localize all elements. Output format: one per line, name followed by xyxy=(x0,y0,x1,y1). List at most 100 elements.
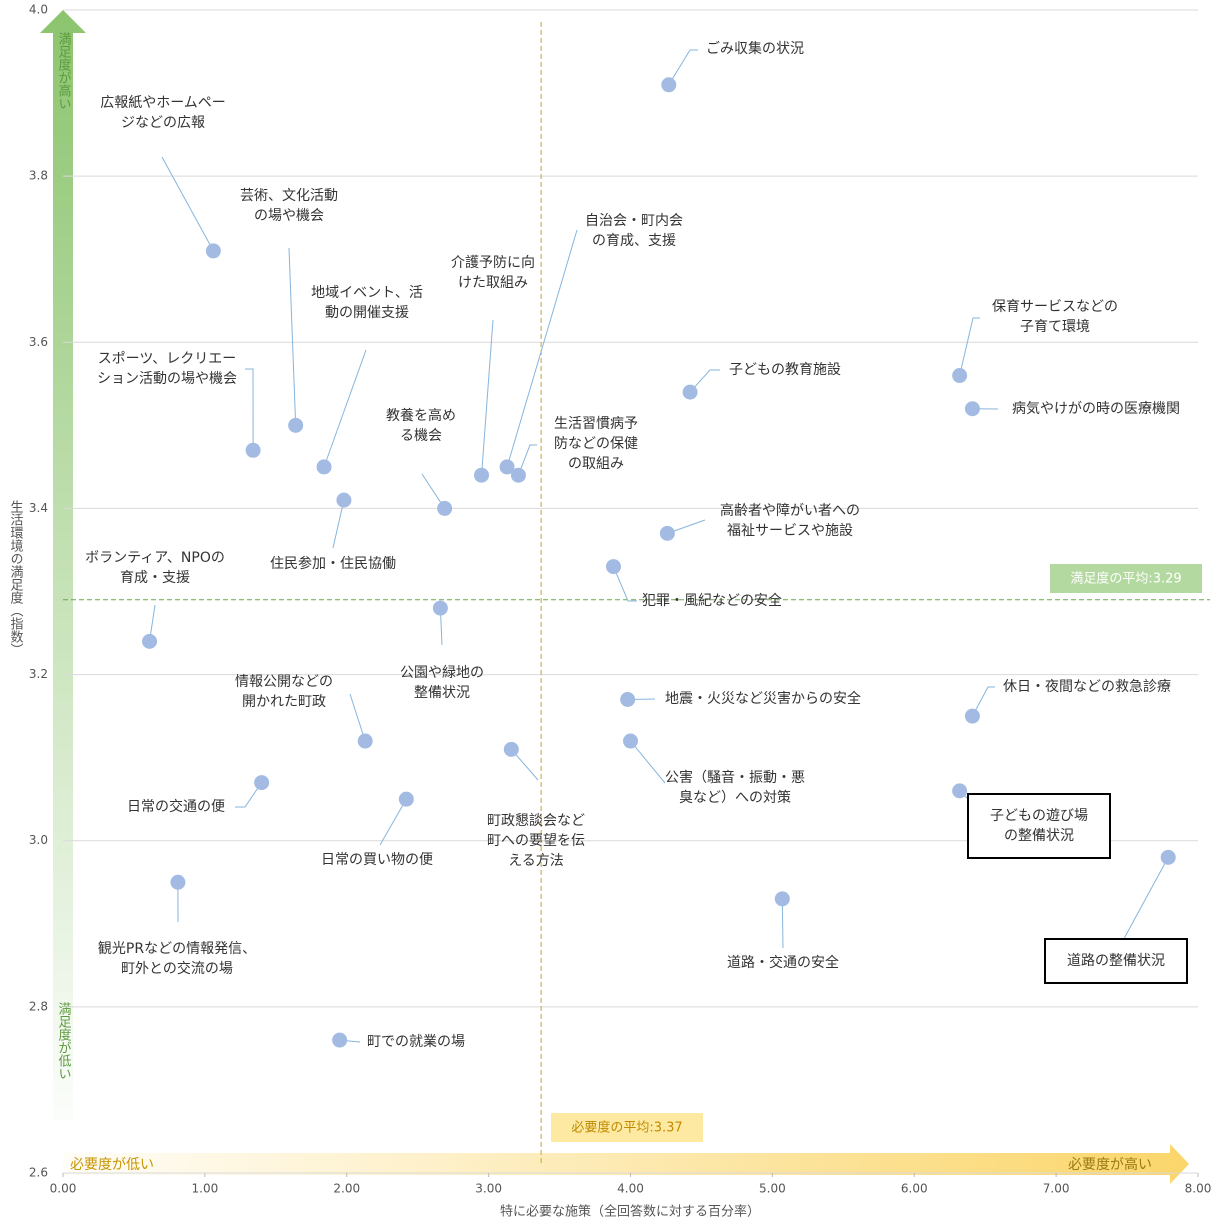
point xyxy=(1161,850,1176,865)
point xyxy=(332,1033,347,1048)
point-label: の場や機会 xyxy=(254,208,324,224)
y-tick-label: 3.2 xyxy=(29,667,48,681)
point-label: 公園や緑地の xyxy=(400,665,484,681)
point-label: 休日・夜間などの救急診療 xyxy=(1003,678,1171,695)
point xyxy=(433,601,448,616)
point-label: 町での就業の場 xyxy=(367,1034,465,1050)
y-tick-label: 3.8 xyxy=(29,169,48,183)
x-tick-label: 2.00 xyxy=(333,1182,360,1196)
point xyxy=(358,734,373,749)
x-tick-label: 5.00 xyxy=(759,1182,786,1196)
leader-line xyxy=(1120,857,1168,946)
x-tick-label: 3.00 xyxy=(475,1182,502,1196)
x-tick-label: 6.00 xyxy=(901,1182,928,1196)
point-label: 育成・支援 xyxy=(120,570,190,586)
point xyxy=(965,401,980,416)
leader-line xyxy=(482,320,493,475)
x-tick-label: 0.00 xyxy=(50,1182,77,1196)
point-label: 子育て環境 xyxy=(1020,319,1090,335)
point-label: 道路・交通の安全 xyxy=(727,954,839,971)
point-label: える方法 xyxy=(508,853,564,869)
point-label: 福祉サービスや施設 xyxy=(727,523,853,539)
point-label: 公害（騒音・振動・悪 xyxy=(665,769,805,786)
point-label: 観光PRなどの情報発信、 xyxy=(98,940,256,957)
point-label: る機会 xyxy=(400,428,442,444)
point-label: 町政懇談会など xyxy=(487,812,585,829)
y-high-label: 満足度が高い xyxy=(56,32,72,110)
y-low-label: 満足度が低い xyxy=(56,1002,72,1080)
point-label: の取組み xyxy=(568,456,624,472)
point xyxy=(336,493,351,508)
leader-line xyxy=(960,318,980,376)
point-label: 住民参加・住民協働 xyxy=(270,555,396,572)
point-label: 日常の買い物の便 xyxy=(321,852,433,868)
y-tick-label: 3.0 xyxy=(29,833,48,847)
highlight-box xyxy=(968,794,1110,858)
point-label: 開かれた町政 xyxy=(242,694,326,710)
point-label: 自治会・町内会 xyxy=(585,213,683,229)
point xyxy=(775,891,790,906)
point-label: の育成、支援 xyxy=(592,233,676,249)
x-tick-label: 8.00 xyxy=(1185,1182,1212,1196)
point xyxy=(683,385,698,400)
point xyxy=(620,692,635,707)
y-tick-label: 2.8 xyxy=(29,999,48,1013)
point-label: 情報公開などの xyxy=(235,674,333,690)
y-tick-label: 2.6 xyxy=(29,1166,48,1180)
point-label: 臭など）への対策 xyxy=(679,789,791,806)
leader-line xyxy=(289,248,296,425)
point-label: ジなどの広報 xyxy=(121,115,205,131)
x-tick-label: 1.00 xyxy=(192,1182,219,1196)
point xyxy=(254,775,269,790)
point-label: 整備状況 xyxy=(414,685,470,701)
point-label: 犯罪・風紀などの安全 xyxy=(642,592,782,609)
point-label: 芸術、文化活動 xyxy=(240,188,338,204)
x-mean-label: 必要度の平均:3.37 xyxy=(571,1120,682,1136)
point xyxy=(246,443,261,458)
point xyxy=(170,875,185,890)
x-tick-label: 4.00 xyxy=(617,1182,644,1196)
point xyxy=(399,792,414,807)
point-label: 防などの保健 xyxy=(554,436,638,452)
point-label: 教養を高め xyxy=(386,407,456,424)
point-label: 道路の整備状況 xyxy=(1067,953,1165,969)
point xyxy=(288,418,303,433)
point-label: けた取組み xyxy=(458,275,528,291)
point-label: ボランティア、NPOの xyxy=(85,550,225,566)
point xyxy=(317,459,332,474)
point xyxy=(660,526,675,541)
point-label: 生活習慣病予 xyxy=(554,415,638,432)
point xyxy=(606,559,621,574)
point-label: 地域イベント、活 xyxy=(311,285,423,301)
y-axis-title: 生活環境の満足度（指数） xyxy=(8,500,24,656)
point xyxy=(952,368,967,383)
point-label: 子どもの遊び場 xyxy=(990,808,1088,824)
y-mean-label: 満足度の平均:3.29 xyxy=(1070,571,1181,587)
point-label: ション活動の場や機会 xyxy=(97,371,237,387)
y-tick-label: 4.0 xyxy=(29,3,48,17)
x-tick-label: 7.00 xyxy=(1043,1182,1070,1196)
point-label: 町外との交流の場 xyxy=(121,960,233,977)
point xyxy=(661,77,676,92)
point-label: 広報紙やホームペー xyxy=(100,95,226,111)
x-arrow xyxy=(63,1144,1189,1184)
y-tick-label: 3.4 xyxy=(29,501,48,515)
point-label: 動の開催支援 xyxy=(325,305,409,321)
point-label: 高齢者や障がい者への xyxy=(720,502,860,519)
point-label: 子どもの教育施設 xyxy=(729,362,841,378)
leader-line xyxy=(245,369,253,450)
point xyxy=(142,634,157,649)
point xyxy=(623,734,638,749)
x-high-label: 必要度が高い xyxy=(1068,1156,1152,1173)
point-label: 保育サービスなどの xyxy=(992,299,1118,315)
leader-line xyxy=(162,157,213,251)
point-label: 町への要望を伝 xyxy=(487,833,585,849)
point xyxy=(511,468,526,483)
point-label: 介護予防に向 xyxy=(451,255,535,271)
point xyxy=(965,709,980,724)
point xyxy=(504,742,519,757)
point xyxy=(206,243,221,258)
point-label: の整備状況 xyxy=(1004,828,1074,844)
point-label: 地震・火災など災害からの安全 xyxy=(665,690,861,707)
